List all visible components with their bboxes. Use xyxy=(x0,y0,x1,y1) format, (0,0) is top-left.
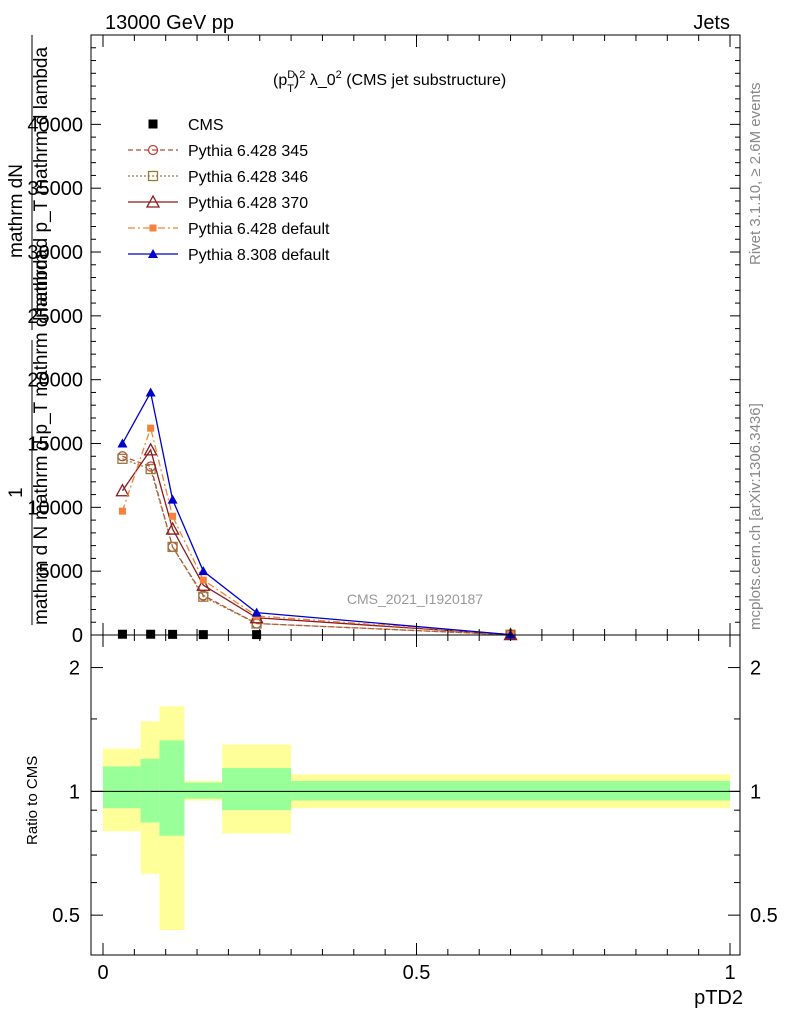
legend-label: Pythia 6.428 default xyxy=(188,221,330,238)
data-point-cms xyxy=(168,629,178,639)
ylabel-mid: mathrm d p_T mathrm d lambda xyxy=(31,249,52,520)
ylabel-denominator: mathrm d p_T mathrm d lambda xyxy=(31,47,52,318)
analysis-watermark: CMS_2021_I1920187 xyxy=(347,591,483,607)
main-y-tick-label: 20000 xyxy=(27,370,83,392)
legend: CMS Pythia 6.428 345 Pythia 6.428 346 Pythi… xyxy=(128,117,330,264)
x-axis-label: pTD2 xyxy=(694,987,743,1009)
data-point-pythia-6-428-default xyxy=(147,424,155,432)
ratio-y-tick-label-right: 0.5 xyxy=(750,905,778,927)
header-energy: 13000 GeV pp xyxy=(105,12,234,34)
ratio-frame xyxy=(90,634,741,956)
series-pythia-8-308-default xyxy=(117,387,516,639)
header-category: Jets xyxy=(693,12,730,34)
legend-marker xyxy=(147,144,159,156)
ratio-bands xyxy=(103,706,730,931)
data-point-pythia-8-308-default xyxy=(117,438,128,448)
ratio-band-inner xyxy=(159,740,185,836)
ylabel-one: 1 xyxy=(6,487,27,498)
main-y-tick-label: 15000 xyxy=(27,434,83,456)
main-y-ticks: 0 5000 10000 15000 20000 25000 30000 35000 40000 xyxy=(27,47,740,647)
main-plot: 0 5000 10000 15000 20000 25000 30000 35000 40000 xyxy=(27,34,741,647)
x-tick-label: 0.5 xyxy=(403,962,431,984)
main-y-tick-label: 0 xyxy=(72,625,83,647)
data-point-pythia-8-308-default xyxy=(198,566,209,576)
series-line-pythia-8-308-default xyxy=(121,390,511,636)
legend-label: Pythia 6.428 345 xyxy=(188,143,308,160)
series-line-pythia-6-428-370 xyxy=(121,448,511,636)
series-line-pythia-6-428-345 xyxy=(122,455,511,636)
data-point-pythia-6-428-346 xyxy=(167,541,178,553)
series-line-pythia-6-428-default xyxy=(121,425,511,636)
data-point-pythia-6-428-346 xyxy=(198,591,209,602)
mcplots-credit: mcplots.cern.ch [arXiv:1306.3436] xyxy=(747,403,764,630)
data-point-pythia-6-428-default xyxy=(169,512,177,520)
ylabel-numerator: mathrm dN xyxy=(6,164,27,258)
data-point-pythia-6-428-346 xyxy=(117,453,128,464)
data-point-pythia-6-428-370 xyxy=(165,521,180,535)
data-point-pythia-6-428-default xyxy=(118,507,126,515)
data-point-cms xyxy=(117,629,127,639)
series-line-pythia-6-428-346 xyxy=(122,458,511,636)
main-y-tick-label: 25000 xyxy=(27,306,83,328)
legend-marker xyxy=(148,119,158,129)
data-point-cms xyxy=(146,629,156,639)
legend-marker xyxy=(145,194,161,208)
legend-label: CMS xyxy=(188,117,224,134)
data-point-pythia-8-308-default xyxy=(167,494,178,504)
legend-marker xyxy=(148,249,158,258)
data-point-pythia-6-428-default xyxy=(199,576,207,584)
ratio-band-inner xyxy=(140,758,160,823)
ratio-band-inner xyxy=(291,780,730,801)
main-y-tick-label: 5000 xyxy=(39,561,84,583)
ratio-y-tick-label: 2 xyxy=(69,658,80,680)
data-point-pythia-8-308-default xyxy=(145,387,156,397)
data-point-pythia-6-428-370 xyxy=(115,483,130,497)
main-x-ticks xyxy=(102,35,731,635)
ratio-y-tick-label: 1 xyxy=(69,781,80,803)
ratio-band-inner xyxy=(222,767,292,811)
chart-title: (pD T)2 λ_02 (CMS jet substructure) xyxy=(273,69,506,95)
legend-marker xyxy=(149,224,157,232)
ylabel-norm: mathrm d N xyxy=(31,526,52,625)
main-y-tick-label: 35000 xyxy=(27,178,83,200)
main-y-tick-label: 10000 xyxy=(27,497,83,519)
ratio-x-ticks: 0 0.5 1 xyxy=(97,635,736,984)
legend-label: Pythia 8.308 default xyxy=(188,247,330,264)
series-pythia-6-428-346 xyxy=(117,453,516,640)
ratio-y-tick-label-right: 1 xyxy=(750,781,761,803)
data-point-pythia-6-428-346 xyxy=(145,463,156,475)
legend-label: Pythia 6.428 346 xyxy=(188,169,308,186)
ratio-y-tick-label-right: 2 xyxy=(750,658,761,680)
x-tick-label: 1 xyxy=(724,962,735,984)
ratio-plot: 0.5 0.51 12 2 0 0.5 1 xyxy=(52,634,778,984)
main-y-tick-label: 40000 xyxy=(27,114,83,136)
ratio-y-ticks: 0.5 0.5 1 1 2 2 xyxy=(52,658,778,928)
x-tick-label: 0 xyxy=(97,962,108,984)
legend-label: Pythia 6.428 370 xyxy=(188,195,308,212)
ratio-band-inner xyxy=(184,782,223,799)
data-point-pythia-8-308-default xyxy=(251,607,262,617)
ratio-band-inner xyxy=(103,766,141,809)
ratio-y-tick-label: 0.5 xyxy=(52,905,80,927)
legend-marker xyxy=(147,170,159,182)
ratio-y-label: Ratio to CMS xyxy=(24,756,41,845)
data-point-pythia-6-428-370 xyxy=(143,442,158,456)
main-y-tick-label: 30000 xyxy=(27,242,83,264)
rivet-version: Rivet 3.1.10, ≥ 2.6M events xyxy=(747,83,764,266)
main-y-label: mathrm dN mathrm d p_T mathrm d lambda 1… xyxy=(6,35,52,625)
data-point-pythia-6-428-370 xyxy=(196,577,211,591)
series-pythia-6-428-370 xyxy=(115,442,518,641)
